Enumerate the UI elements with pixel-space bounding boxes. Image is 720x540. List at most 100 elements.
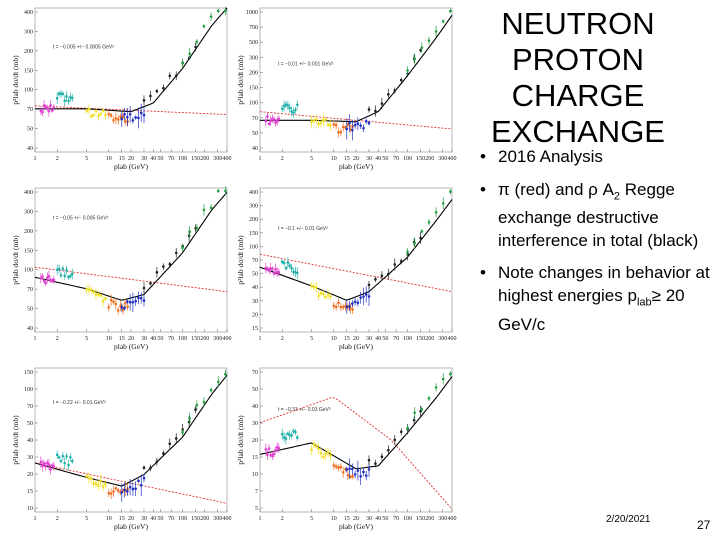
data-point — [107, 306, 111, 309]
data-point — [292, 270, 295, 274]
data-point — [284, 437, 288, 441]
x-tick-label: 70 — [168, 156, 174, 162]
data-point — [85, 109, 88, 113]
x-tick-label: 1 — [34, 516, 37, 522]
data-point — [55, 453, 59, 457]
bullet-text: A — [597, 179, 614, 199]
data-point — [362, 126, 365, 130]
data-point — [332, 122, 336, 126]
data-point — [114, 116, 118, 120]
total-curve — [34, 374, 228, 487]
plot-frame — [34, 187, 228, 333]
y-tick-label: 300 — [249, 204, 258, 210]
data-point — [295, 436, 299, 439]
x-tick-label: 15 — [119, 336, 125, 342]
data-point — [339, 305, 343, 309]
data-point — [162, 265, 165, 268]
x-axis-label: plab (GeV) — [114, 342, 148, 351]
data-point — [312, 285, 316, 289]
data-point — [188, 230, 192, 234]
data-point — [264, 119, 268, 123]
y-tick-label: 15 — [27, 489, 33, 495]
data-point — [123, 302, 127, 305]
data-point — [101, 485, 105, 488]
data-point — [367, 283, 371, 287]
data-point — [97, 484, 100, 487]
data-point — [314, 286, 318, 289]
y-tick-label: 500 — [249, 40, 258, 46]
y-tick-label: 400 — [249, 190, 258, 196]
x-tick-label: 20 — [353, 516, 359, 522]
data-point — [52, 278, 56, 282]
x-tick-label: 30 — [141, 156, 147, 162]
title-line: NEUTRON — [501, 6, 655, 41]
data-point — [134, 487, 137, 490]
data-point — [312, 119, 316, 122]
y-tick-label: 10 — [252, 472, 258, 478]
x-tick-label: 30 — [141, 516, 147, 522]
data-point — [280, 260, 284, 264]
data-point — [387, 93, 390, 96]
panel-annotation: t = −0.1 +/− 0.01 GeV² — [278, 226, 328, 232]
data-point — [94, 109, 98, 113]
data-point — [209, 15, 213, 18]
data-point — [310, 120, 313, 123]
data-point — [275, 119, 279, 123]
x-tick-label: 15 — [344, 336, 350, 342]
y-tick-label: 20 — [252, 438, 258, 444]
x-tick-label: 300 — [438, 156, 447, 162]
plot-frame — [34, 7, 228, 153]
data-point — [65, 455, 68, 458]
data-point — [356, 301, 360, 305]
data-point — [195, 403, 199, 407]
x-axis-label: plab (GeV) — [114, 522, 148, 531]
data-point — [61, 454, 65, 458]
data-point — [367, 121, 371, 125]
geq-symbol: ≥ — [651, 285, 661, 305]
data-point — [202, 208, 206, 212]
data-point — [367, 295, 371, 298]
data-point — [188, 52, 192, 55]
data-point — [41, 464, 44, 467]
data-point — [142, 476, 146, 480]
x-tick-label: 10 — [106, 336, 112, 342]
data-point — [89, 477, 93, 481]
data-point — [57, 456, 61, 459]
data-point — [362, 295, 365, 298]
data-point — [329, 123, 332, 127]
data-point — [99, 112, 103, 116]
data-point — [364, 474, 368, 477]
data-point — [341, 470, 345, 474]
data-point — [413, 411, 417, 415]
data-point — [61, 92, 65, 96]
data-point — [419, 409, 422, 413]
data-point — [329, 454, 332, 457]
data-point — [326, 293, 330, 296]
data-point — [188, 417, 192, 420]
data-point — [123, 488, 126, 492]
y-tick-label: 10 — [27, 506, 33, 512]
data-point — [380, 274, 384, 278]
data-point — [267, 447, 271, 450]
data-point — [412, 418, 416, 422]
data-point — [266, 115, 269, 118]
data-point — [202, 400, 206, 404]
footer-date: 2/20/2021 — [606, 514, 651, 525]
data-point — [39, 460, 43, 464]
data-point — [387, 272, 390, 276]
data-point — [288, 106, 292, 110]
data-point — [65, 95, 68, 98]
x-tick-label: 50 — [382, 516, 388, 522]
pi-exchange-curve — [259, 396, 453, 510]
x-tick-label: 1 — [34, 156, 37, 162]
x-tick-label: 5 — [85, 156, 88, 162]
data-point — [112, 300, 115, 304]
data-point — [119, 115, 122, 119]
data-point — [288, 264, 292, 267]
data-point — [326, 123, 330, 127]
data-point — [322, 455, 325, 458]
data-point — [359, 475, 362, 478]
